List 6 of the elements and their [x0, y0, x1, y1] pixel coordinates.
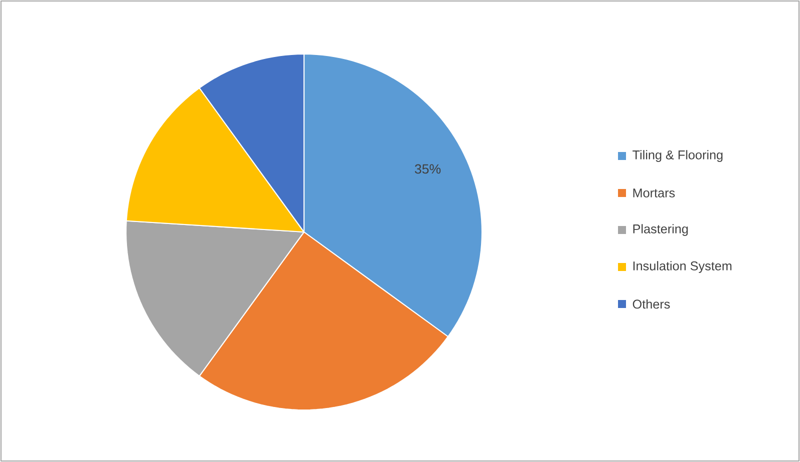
data-label: 35%	[414, 164, 441, 174]
legend-label: Others	[632, 299, 670, 309]
legend-label: Insulation System	[633, 261, 732, 273]
legend-label: Tiling & Flooring	[632, 150, 722, 162]
legend-label: Mortars	[633, 188, 675, 198]
legend-label: Plastering	[633, 224, 688, 236]
